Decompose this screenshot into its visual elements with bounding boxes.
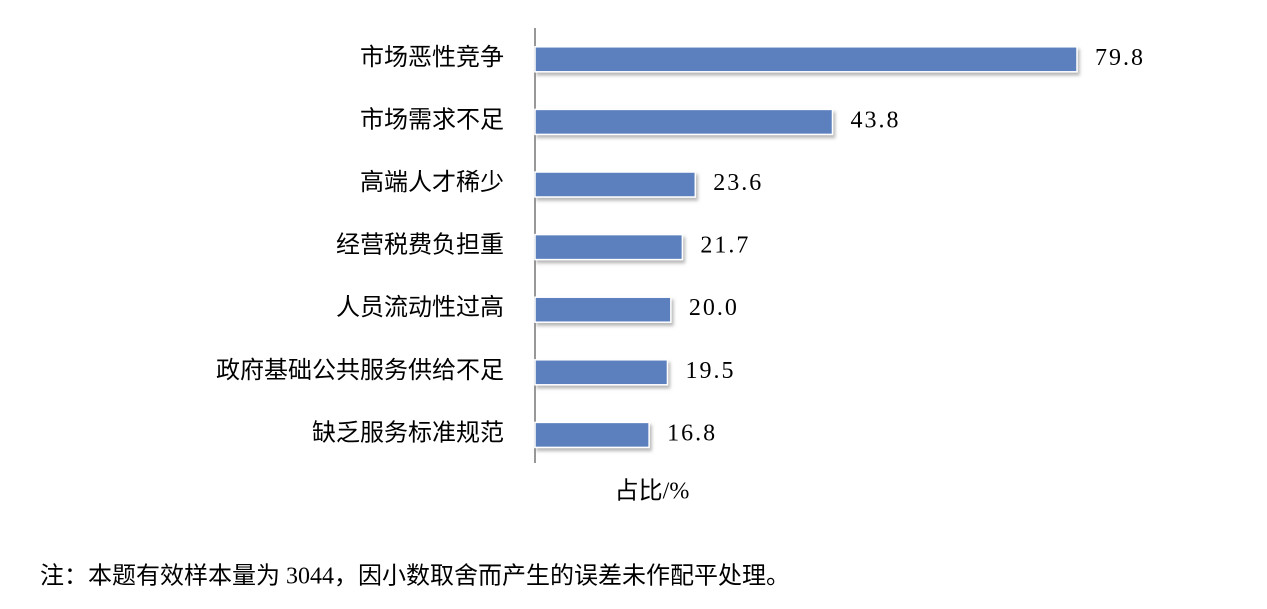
bar <box>534 233 684 261</box>
footnote: 注：本题有效样本量为 3044，因小数取舍而产生的误差未作配平处理。 <box>40 563 790 590</box>
y-tick-label: 人员流动性过高 <box>336 294 504 321</box>
data-label: 79.8 <box>1095 45 1145 71</box>
y-tick-label: 政府基础公共服务供给不足 <box>216 357 504 384</box>
bar <box>534 296 672 323</box>
bar <box>534 108 834 136</box>
data-label: 20.0 <box>689 295 739 321</box>
data-label: 16.8 <box>667 420 717 446</box>
bar <box>534 421 650 449</box>
data-label: 19.5 <box>685 358 735 384</box>
data-label: 43.8 <box>850 107 900 133</box>
data-label: 21.7 <box>700 233 750 259</box>
y-tick-label: 经营税费负担重 <box>336 232 504 259</box>
x-axis-label: 占比/% <box>615 478 690 505</box>
y-tick-label: 市场需求不足 <box>360 106 504 133</box>
y-tick-label: 市场恶性竞争 <box>360 44 504 71</box>
bar <box>534 359 669 386</box>
data-label: 23.6 <box>713 170 763 196</box>
y-tick-label: 高端人才稀少 <box>360 169 504 196</box>
bar <box>534 46 1078 73</box>
y-tick-label: 缺乏服务标准规范 <box>312 419 504 446</box>
bar <box>534 171 697 198</box>
